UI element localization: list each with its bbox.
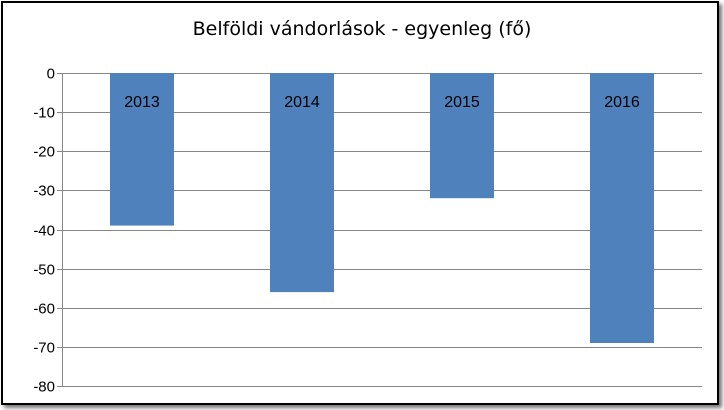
- y-tick-label: -30: [33, 183, 55, 200]
- y-tick-label: -40: [33, 223, 55, 240]
- bar-2014: [270, 73, 334, 293]
- bar-2013: [110, 73, 174, 226]
- bar-2016: [590, 73, 654, 343]
- bar-2015: [430, 73, 494, 199]
- y-tick-label: -70: [33, 340, 55, 357]
- category-label-2013: 2013: [124, 94, 160, 111]
- y-tick-label: -60: [33, 301, 55, 318]
- bars: [110, 73, 654, 343]
- y-tick-label: -50: [33, 262, 55, 279]
- y-tick-label: 0: [47, 66, 55, 83]
- category-label-2016: 2016: [604, 94, 640, 111]
- category-labels: 2013 2014 2015 2016: [124, 94, 640, 111]
- y-tick-label: -80: [33, 379, 55, 396]
- category-label-2015: 2015: [444, 94, 480, 111]
- y-tick-label: -10: [33, 105, 55, 122]
- y-axis: 0 -10 -20 -30 -40 -50 -60 -70 -80: [33, 66, 63, 396]
- category-label-2014: 2014: [284, 94, 320, 111]
- chart-title: Belföldi vándorlások - egyenleg (fő): [192, 18, 532, 40]
- y-tick-label: -20: [33, 144, 55, 161]
